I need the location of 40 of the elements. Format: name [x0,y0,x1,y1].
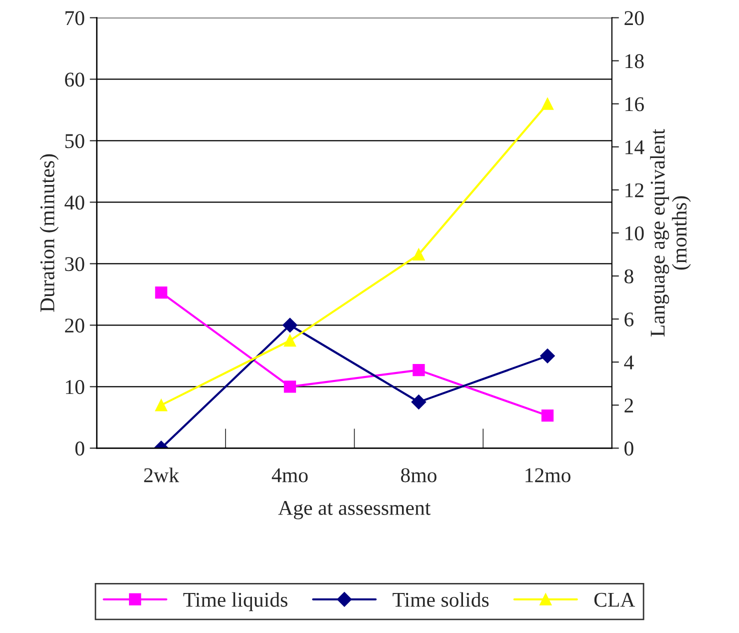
y-tick-label: 30 [65,257,84,272]
point [155,399,168,412]
y2-tick-label: 2 [624,398,633,412]
y-tick-label: 70 [66,11,84,26]
point [155,286,168,299]
y2-tick-label: 4 [624,356,634,370]
y2-tick-label: 18 [626,54,644,68]
y-tick-label: 0 [75,442,84,456]
legend-label: Time solids [392,592,489,607]
y-tick-label: 40 [64,196,84,210]
y2-tick-label: 12 [626,183,644,198]
point [541,98,554,110]
y2-tick-label: 16 [626,97,644,112]
y2-tick-label: 0 [624,442,634,456]
point [282,318,298,333]
point [412,248,425,261]
x-tick-label: 4mo [272,468,308,482]
x-tick-label: 12mo [526,468,570,482]
y-tick-label: 20 [65,318,84,333]
y2-tick-label: 10 [626,226,644,240]
legend-label: Time liquids [183,592,288,612]
y-axis-title: Duration (minutes) [40,154,59,312]
y-tick-label: 10 [66,380,84,394]
x-axis-title: Age at assessment [278,501,431,520]
y2-tick-label: 6 [624,312,634,326]
point [541,410,554,422]
y2-tick-label: 14 [626,140,644,154]
legend-label: CLA [594,592,636,607]
point [284,334,296,347]
x-tick-label: 2wk [144,468,180,482]
y2-tick-label: 8 [624,269,634,284]
point [412,364,425,376]
y-tick-label: 50 [65,134,84,148]
point [540,348,555,364]
y-tick-label: 60 [65,72,84,87]
y2-axis-title: Language age equivalent (months) [650,128,691,336]
x-tick-label: 8mo [401,468,436,482]
point [284,380,296,393]
y2-tick-label: 20 [624,11,644,26]
point [411,394,426,410]
